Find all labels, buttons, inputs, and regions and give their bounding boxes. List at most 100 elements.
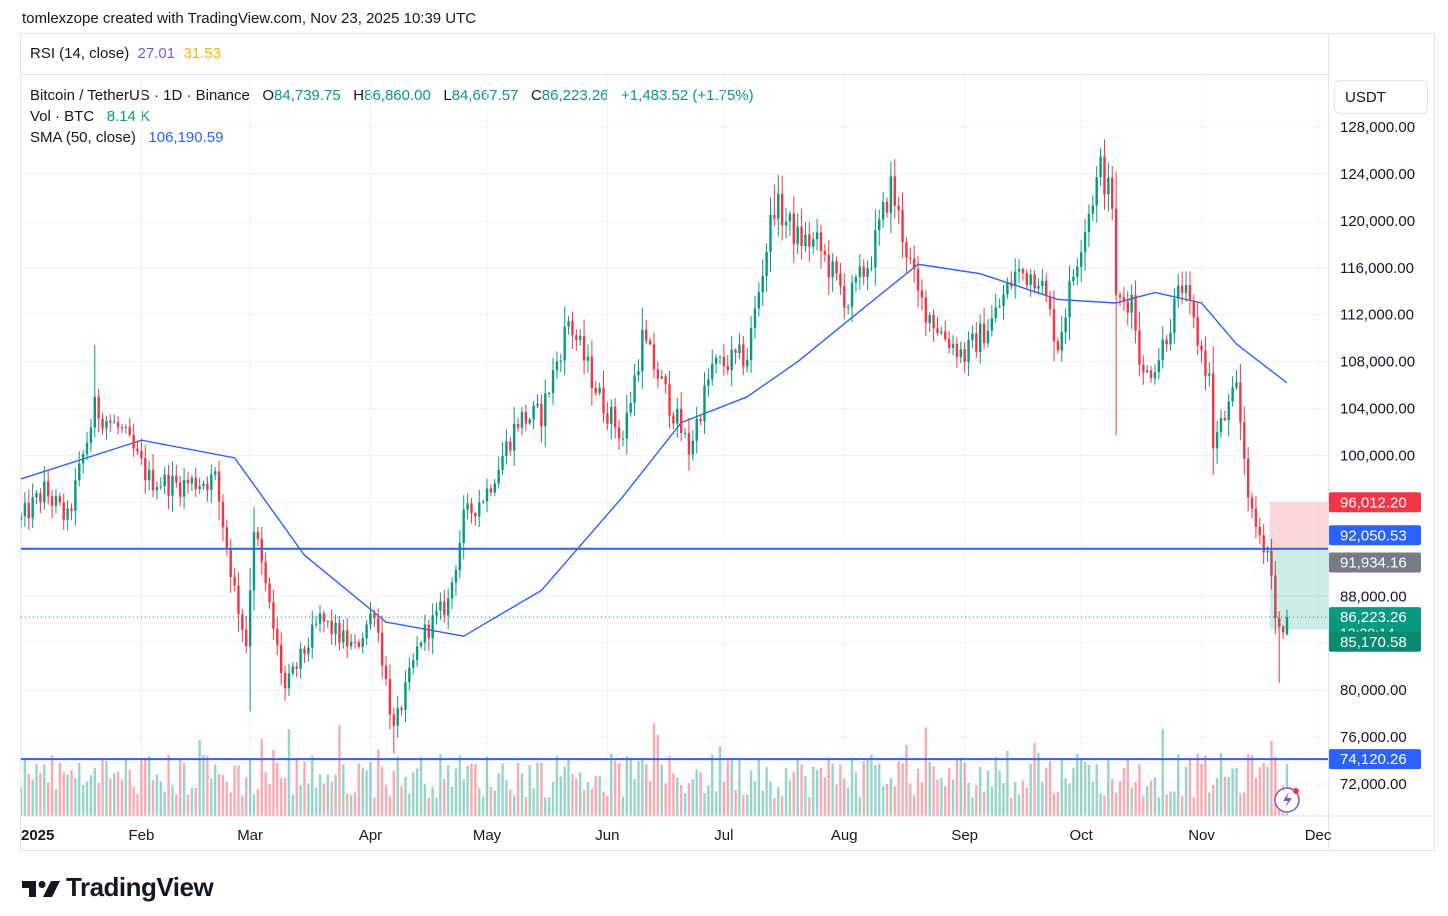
volume-bar: [446, 765, 450, 816]
change-value: +1,483.52 (+1.75%): [621, 87, 754, 104]
volume-bar: [295, 757, 298, 816]
candle: [396, 696, 399, 738]
candle-body: [423, 624, 427, 643]
candle: [140, 438, 143, 466]
volume-bar: [334, 774, 337, 816]
candle: [703, 372, 706, 435]
candle: [229, 538, 232, 593]
candle: [823, 244, 827, 263]
candle-body: [780, 193, 784, 226]
volume-bar: [594, 776, 597, 816]
candle: [738, 333, 741, 359]
candle: [711, 349, 714, 386]
flash-icon-dot: [1293, 788, 1299, 794]
candle-body: [474, 513, 477, 517]
candle: [1130, 284, 1133, 330]
candle-body: [322, 613, 326, 622]
volume-bar: [458, 755, 462, 816]
candle: [998, 298, 1001, 308]
stop-price-box: [1329, 492, 1421, 513]
candle-body: [881, 201, 885, 220]
candle-body: [443, 601, 446, 616]
high-label: H: [353, 87, 365, 104]
volume-bar: [784, 768, 788, 816]
rsi-pane-collapsed[interactable]: [20, 33, 1328, 75]
volume-bar: [648, 781, 652, 816]
volume-bar: [1010, 797, 1013, 816]
candle: [299, 642, 302, 679]
candle-body: [373, 613, 376, 619]
candle: [722, 344, 726, 376]
currency-selector[interactable]: USDT: [1334, 80, 1428, 114]
candle-body: [967, 339, 970, 363]
volume-bar: [1017, 794, 1021, 816]
candle: [544, 379, 547, 447]
candle-body: [652, 344, 656, 370]
rsi-legend[interactable]: RSI (14, close) 27.01 31.53: [30, 45, 221, 62]
position-target-zone: [1269, 550, 1328, 630]
sma-legend[interactable]: SMA (50, close) 106,190.59: [30, 129, 223, 146]
candle: [726, 354, 729, 375]
candle: [986, 319, 990, 348]
candle: [419, 640, 423, 650]
volume-bar: [1107, 760, 1110, 816]
volume-bar: [714, 791, 718, 816]
candle-body: [1281, 626, 1285, 633]
volume-bar: [373, 797, 376, 816]
candle-body: [664, 376, 667, 385]
candle-body: [742, 344, 745, 367]
candle: [46, 469, 50, 505]
candle: [672, 411, 675, 430]
volume-bar: [392, 771, 396, 816]
candle-body: [338, 622, 341, 643]
candle-body: [850, 282, 854, 307]
volume-bar: [1215, 778, 1219, 816]
candle: [342, 619, 345, 649]
candle: [990, 305, 994, 337]
volume-bar: [846, 788, 850, 816]
candle: [1002, 285, 1005, 320]
candle-body: [175, 475, 178, 483]
candle-body: [1017, 269, 1021, 272]
candle: [202, 480, 205, 490]
volume-legend[interactable]: Vol · BTC 8.14 K: [30, 108, 150, 125]
candle: [349, 633, 353, 650]
candle-body: [1165, 339, 1168, 345]
candle: [1208, 362, 1211, 387]
candle: [804, 221, 807, 253]
volume-bar: [788, 780, 792, 816]
candle: [1037, 278, 1040, 295]
candle: [31, 483, 34, 529]
candle-body: [78, 463, 81, 481]
candle: [1087, 204, 1091, 248]
candle-body: [1068, 281, 1071, 318]
candle-body: [396, 707, 399, 726]
symbol-legend[interactable]: Bitcoin / TetherUS · 1D · Binance O84,73…: [30, 87, 754, 104]
y-tick-label: 112,000.00: [1340, 307, 1414, 324]
candle-body: [1056, 341, 1060, 351]
candle: [598, 382, 601, 396]
candle-body: [186, 479, 190, 484]
candle-body: [388, 679, 392, 715]
candle: [101, 412, 104, 435]
candle: [812, 232, 815, 255]
candle-body: [167, 474, 170, 496]
candle-body: [478, 502, 481, 517]
tradingview-logo[interactable]: TradingView: [22, 872, 214, 903]
volume-bar: [1208, 792, 1211, 816]
volume-bar: [62, 772, 65, 816]
candle: [1041, 268, 1044, 294]
candle: [881, 191, 885, 228]
candle: [1281, 624, 1285, 639]
candle: [575, 329, 578, 352]
candle: [652, 332, 656, 378]
candle: [334, 614, 337, 646]
volume-bar: [81, 785, 85, 816]
candle: [645, 319, 648, 345]
candle-body: [544, 393, 547, 427]
volume-bar: [93, 767, 96, 816]
candle: [493, 478, 496, 497]
candle: [1107, 162, 1110, 212]
volume-bar: [43, 764, 46, 816]
